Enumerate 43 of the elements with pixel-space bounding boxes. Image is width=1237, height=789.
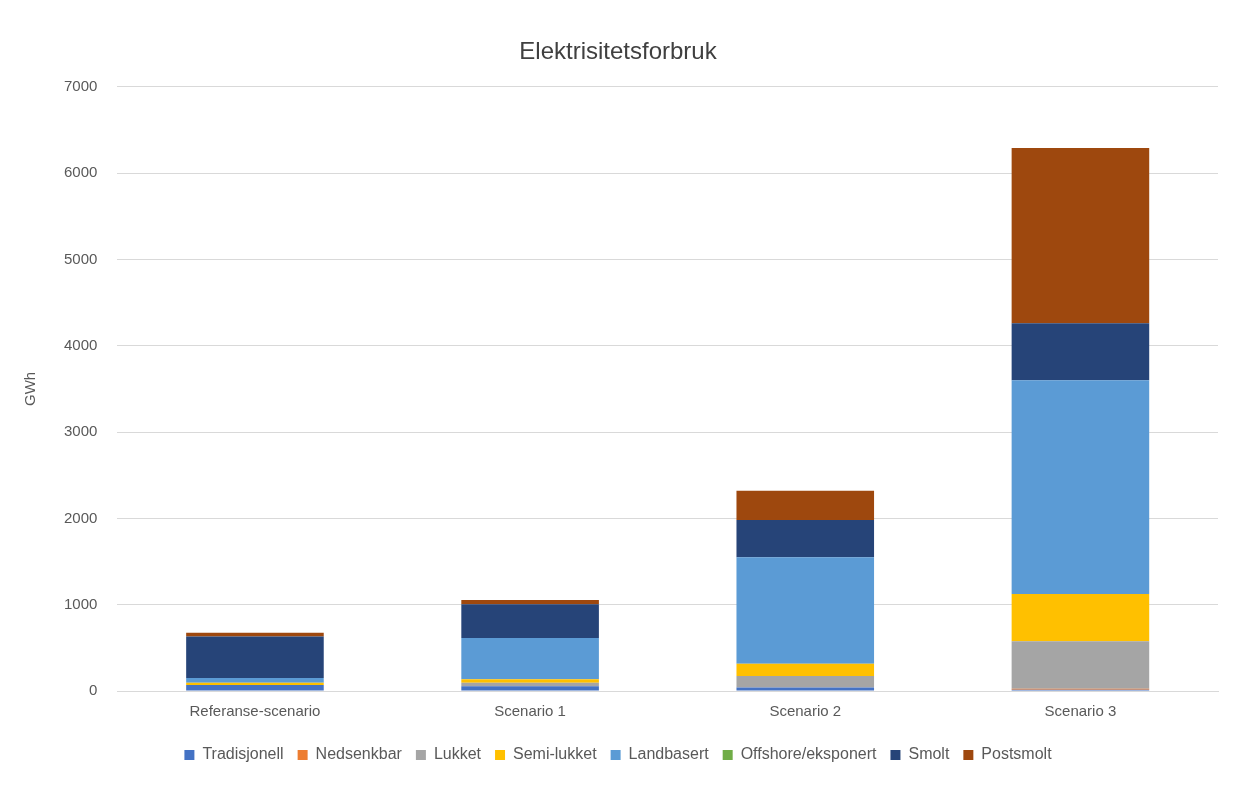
bar bbox=[1011, 380, 1150, 594]
bar bbox=[1011, 641, 1150, 689]
x-tick-label: Scenario 3 bbox=[1044, 702, 1117, 720]
y-axis-title: GWh bbox=[21, 371, 39, 406]
legend-label: Smolt bbox=[908, 745, 950, 763]
y-tick-label: 4000 bbox=[63, 335, 98, 353]
bar bbox=[186, 682, 324, 685]
bar bbox=[1011, 148, 1150, 324]
bar bbox=[461, 604, 599, 638]
bar bbox=[186, 636, 324, 679]
bar bbox=[461, 679, 599, 683]
y-tick-label: 0 bbox=[89, 681, 98, 699]
chart-title: Elektrisitetsforbruk bbox=[519, 37, 718, 65]
bar bbox=[736, 520, 875, 558]
legend-label: Postsmolt bbox=[981, 745, 1053, 763]
bar bbox=[736, 687, 875, 691]
y-tick-label: 2000 bbox=[63, 508, 98, 526]
legend-label: Lukket bbox=[433, 745, 482, 763]
legend-label: Offshore/eksponert bbox=[740, 745, 878, 763]
y-tick-label: 5000 bbox=[63, 249, 98, 267]
bar bbox=[736, 663, 875, 676]
bar bbox=[736, 557, 875, 664]
legend-label: Landbasert bbox=[628, 745, 710, 763]
bar bbox=[186, 632, 324, 637]
bar bbox=[186, 684, 324, 691]
y-tick-label: 7000 bbox=[63, 76, 98, 94]
bar bbox=[736, 490, 875, 521]
legend-label: Semi-lukket bbox=[513, 745, 598, 763]
y-tick-label: 1000 bbox=[63, 594, 98, 612]
bar bbox=[461, 686, 599, 691]
legend-label: Nedsenkbar bbox=[315, 745, 403, 763]
bar bbox=[1011, 593, 1150, 642]
legend-label: Tradisjonell bbox=[202, 745, 284, 763]
y-tick-label: 6000 bbox=[63, 163, 98, 181]
x-tick-label: Scenario 1 bbox=[494, 702, 566, 720]
bar bbox=[736, 675, 875, 688]
y-tick-label: 3000 bbox=[63, 422, 98, 440]
bar bbox=[1011, 323, 1150, 381]
bar bbox=[186, 678, 324, 683]
x-tick-label: Scenario 2 bbox=[769, 702, 842, 720]
bar bbox=[461, 599, 599, 605]
x-tick-label: Referanse-scenario bbox=[189, 702, 321, 720]
bar bbox=[461, 637, 599, 680]
